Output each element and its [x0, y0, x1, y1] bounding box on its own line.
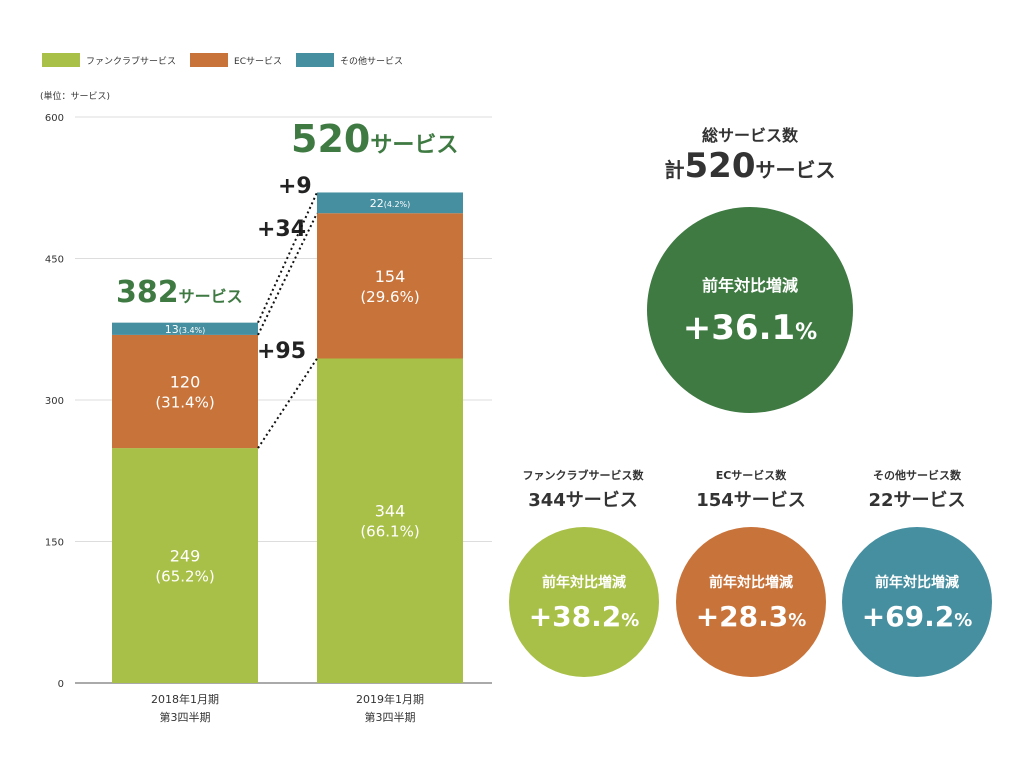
x-tick-label: 第3四半期: [160, 710, 211, 724]
other-growth-circle: 前年対比増減 +69.2%: [842, 527, 992, 677]
bar-percent-label: (29.6%): [360, 288, 419, 306]
fanclub-count: 344サービス: [528, 490, 638, 511]
fanclub-growth-unit: %: [621, 609, 640, 631]
bar-segment-other: [112, 322, 258, 335]
bar-percent-label: (65.2%): [155, 568, 214, 586]
other-growth-label: 前年対比増減: [875, 574, 959, 591]
ec-growth-circle: 前年対比増減 +28.3%: [676, 527, 826, 677]
bar-value-label: 22(4.2%): [370, 197, 411, 210]
bar-value-label: 154: [375, 267, 406, 286]
bar-value-label: 120: [170, 373, 201, 392]
unit-label: (単位：サービス): [40, 92, 111, 102]
bar-percent-label: (31.4%): [155, 394, 214, 412]
other-growth-unit: %: [954, 609, 973, 631]
total-growth-circle: 前年対比増減 +36.1%: [647, 207, 853, 413]
summary-total-suffix: サービス: [755, 158, 836, 182]
ec-growth-value: +28.3%: [696, 600, 807, 633]
difference-label: +95: [257, 339, 306, 364]
total-growth-unit: %: [795, 320, 818, 345]
total-growth-value: +36.1%: [683, 308, 817, 348]
y-tick-label: 150: [45, 538, 64, 549]
legend-label-other: その他サービス: [340, 56, 404, 67]
x-tick-label: 2019年1月期: [356, 692, 424, 706]
fanclub-growth-value: +38.2%: [529, 600, 640, 633]
ec-growth-unit: %: [788, 609, 807, 631]
total-growth-label: 前年対比増減: [701, 276, 798, 295]
ec-growth-number: +28.3: [695, 599, 789, 633]
bar-segment-fanclub: [317, 358, 463, 683]
summary-total-value: 520: [684, 146, 756, 186]
summary-total: 計520サービス: [620, 146, 880, 186]
other-growth-value: +69.2%: [862, 600, 973, 633]
ec-count: 154サービス: [696, 490, 806, 511]
y-tick-label: 600: [45, 113, 64, 124]
bar-total-label: 520サービス: [291, 117, 458, 161]
connector-line: [257, 192, 318, 324]
y-tick-label: 450: [45, 255, 64, 266]
other-title: その他サービス数: [873, 469, 961, 482]
legend-swatch-other: [296, 53, 334, 67]
legend-swatch-fanclub: [42, 53, 80, 67]
legend-label-ec: ECサービス: [234, 56, 282, 67]
total-growth-number: +36.1: [682, 308, 796, 348]
bar-value-label: 344: [375, 502, 406, 521]
bar-segment-ec: [112, 334, 258, 449]
x-tick-label: 2018年1月期: [151, 692, 219, 706]
bar-segment-ec: [317, 213, 463, 359]
fanclub-growth-circle: 前年対比増減 +38.2%: [509, 527, 659, 677]
fanclub-growth-label: 前年対比増減: [542, 574, 626, 591]
ec-growth-label: 前年対比増減: [709, 574, 793, 591]
bar-total-label: 382サービス: [116, 275, 243, 310]
y-tick-label: 0: [58, 679, 64, 690]
legend-item-fanclub: ファンクラブサービス: [42, 53, 176, 67]
legend: ファンクラブサービス ECサービス その他サービス: [42, 53, 417, 67]
x-tick-label: 第3四半期: [365, 710, 416, 724]
difference-label: +9: [278, 174, 312, 199]
bar-segment-fanclub: [112, 448, 258, 683]
summary-total-prefix: 計: [664, 158, 685, 182]
fanclub-title: ファンクラブサービス数: [522, 469, 644, 482]
connector-line: [257, 357, 318, 449]
difference-label: +34: [257, 217, 306, 242]
bar-percent-label: (66.1%): [360, 523, 419, 541]
bar-value-label: 249: [170, 547, 201, 566]
summary-title: 総サービス数: [701, 126, 798, 145]
fanclub-growth-number: +38.2: [528, 599, 622, 633]
legend-swatch-ec: [190, 53, 229, 67]
legend-label-fanclub: ファンクラブサービス: [86, 56, 177, 67]
other-growth-number: +69.2: [861, 599, 955, 633]
bar-value-label: 13(3.4%): [165, 323, 206, 336]
bar-segment-other: [317, 192, 463, 214]
other-count: 22サービス: [868, 490, 966, 511]
legend-item-ec: ECサービス: [190, 53, 282, 67]
y-tick-label: 300: [45, 396, 64, 407]
legend-item-other: その他サービス: [296, 53, 403, 67]
ec-title: ECサービス数: [715, 469, 787, 482]
